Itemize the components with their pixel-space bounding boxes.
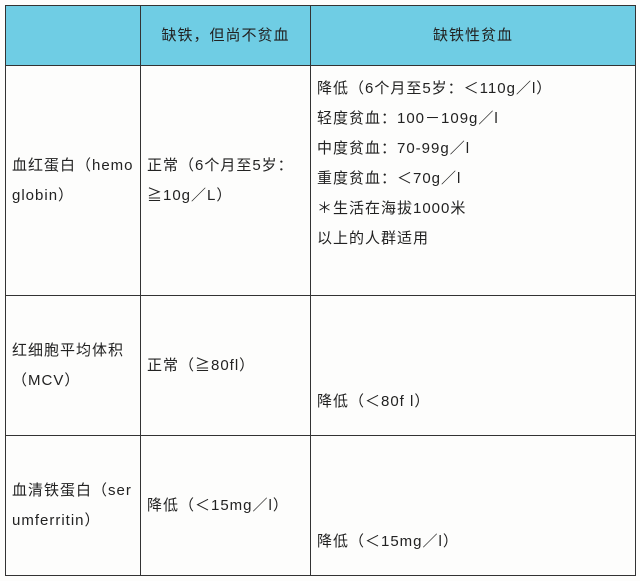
cell-mcv-normal: 正常（≧80fl） — [141, 296, 311, 436]
cell-mcv-anemia: 降低（＜80f l） — [311, 296, 636, 436]
anemia-table: 缺铁，但尚不贫血 缺铁性贫血 血红蛋白（hemoglobin） 正常（6个月至5… — [5, 5, 636, 576]
table-row: 红细胞平均体积（MCV） 正常（≧80fl） 降低（＜80f l） — [6, 296, 636, 436]
cell-hemoglobin-anemia: 降低（6个月至5岁：＜110g／l）轻度贫血：100－109g／l中度贫血：70… — [311, 66, 636, 296]
cell-ferritin-anemia: 降低（＜15mg／l） — [311, 436, 636, 576]
cell-hemoglobin-normal: 正常（6个月至5岁：≧10g／L） — [141, 66, 311, 296]
header-iron-deficiency-anemia: 缺铁性贫血 — [311, 6, 636, 66]
header-blank — [6, 6, 141, 66]
header-iron-deficient: 缺铁，但尚不贫血 — [141, 6, 311, 66]
table-row: 血红蛋白（hemoglobin） 正常（6个月至5岁：≧10g／L） 降低（6个… — [6, 66, 636, 296]
row-label-mcv: 红细胞平均体积（MCV） — [6, 296, 141, 436]
table-row: 血清铁蛋白（serumferritin） 降低（＜15mg／l） 降低（＜15m… — [6, 436, 636, 576]
cell-ferritin-low: 降低（＜15mg／l） — [141, 436, 311, 576]
row-label-hemoglobin: 血红蛋白（hemoglobin） — [6, 66, 141, 296]
header-row: 缺铁，但尚不贫血 缺铁性贫血 — [6, 6, 636, 66]
row-label-ferritin: 血清铁蛋白（serumferritin） — [6, 436, 141, 576]
